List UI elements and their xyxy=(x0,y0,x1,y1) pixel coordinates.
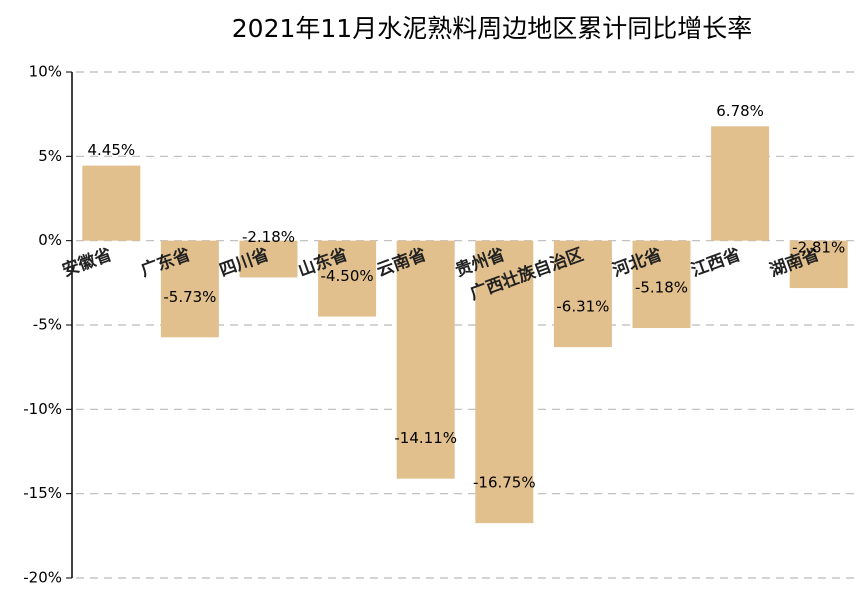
bar xyxy=(475,240,534,524)
data-label: 6.78% xyxy=(716,102,764,120)
data-label: -5.18% xyxy=(635,279,688,297)
bar xyxy=(789,240,848,289)
data-label: -4.50% xyxy=(321,267,374,285)
y-tick-label: 5% xyxy=(38,147,62,165)
bar xyxy=(553,240,612,348)
bar xyxy=(318,240,377,317)
x-tick-label: 安徽省 xyxy=(59,244,114,281)
bar xyxy=(239,240,298,278)
data-label: -16.75% xyxy=(473,474,536,492)
y-tick-label: 10% xyxy=(29,63,62,81)
bar xyxy=(160,240,219,338)
data-label: -2.81% xyxy=(792,239,845,257)
y-tick-label: -15% xyxy=(23,484,62,502)
bar xyxy=(396,240,455,479)
x-tick-label: 江西省 xyxy=(688,244,743,281)
data-label: -6.31% xyxy=(556,298,609,316)
bar xyxy=(632,240,691,329)
chart-title: 2021年11月水泥熟料周边地区累计同比增长率 xyxy=(232,14,752,43)
data-label: -14.11% xyxy=(394,429,457,447)
y-tick-label: -20% xyxy=(23,569,62,587)
data-label: -2.18% xyxy=(242,228,295,246)
y-tick-label: -10% xyxy=(23,400,62,418)
y-tick-label: -5% xyxy=(33,316,62,334)
y-tick-label: 0% xyxy=(38,231,62,249)
data-label: 4.45% xyxy=(87,141,135,159)
data-label: -5.73% xyxy=(163,288,216,306)
bar xyxy=(82,165,141,241)
bar xyxy=(711,126,770,241)
